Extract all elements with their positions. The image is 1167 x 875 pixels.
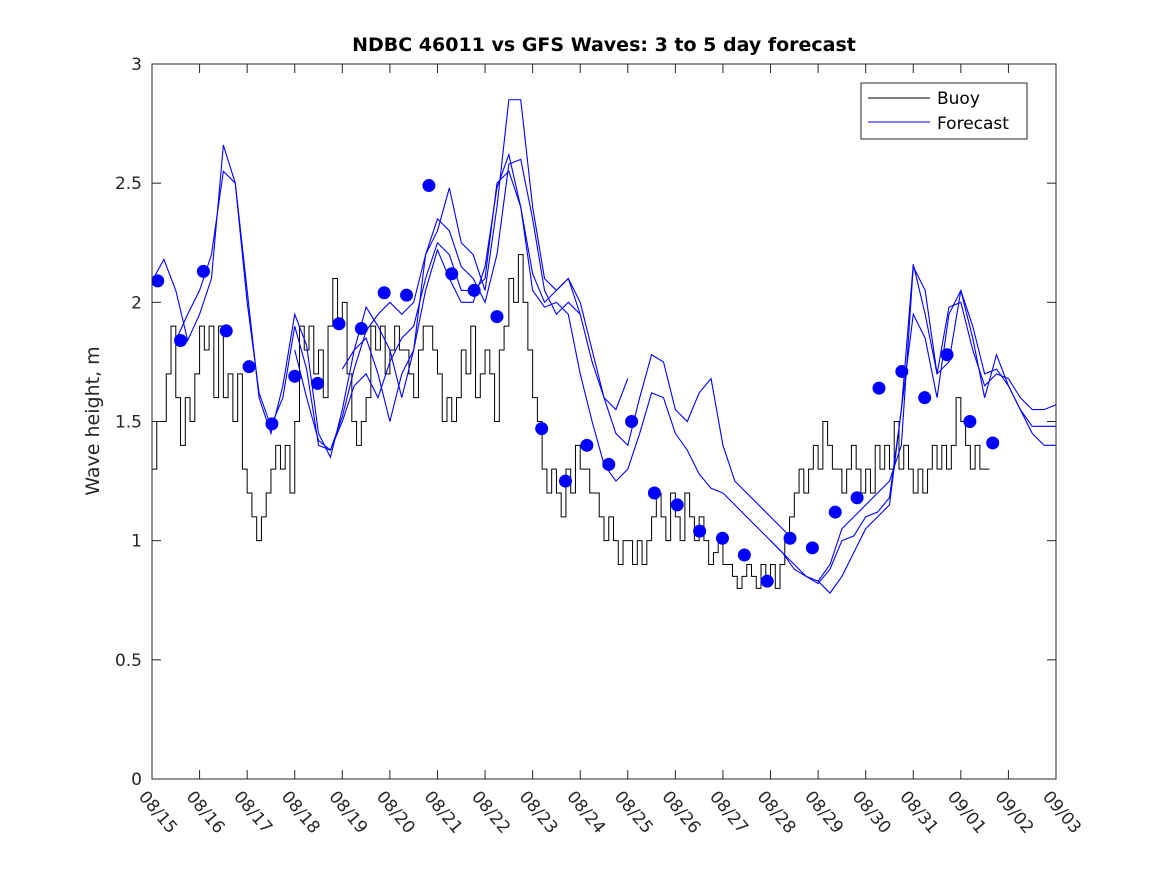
y-tick-label: 2 (131, 293, 142, 313)
legend-box (860, 82, 1028, 140)
forecast-line-1 (152, 99, 581, 459)
y-tick-label: 0.5 (115, 651, 142, 671)
forecast-marker (805, 541, 819, 555)
forecast-marker (760, 574, 774, 588)
forecast-marker (219, 324, 233, 338)
forecast-marker (828, 505, 842, 519)
forecast-marker (693, 524, 707, 538)
forecast-marker (963, 415, 977, 428)
forecast-marker (490, 310, 504, 324)
forecast-marker (535, 422, 549, 436)
forecast-line-2 (175, 158, 629, 451)
forecast-marker (174, 333, 188, 347)
forecast-marker (196, 264, 210, 278)
data-layer (152, 99, 1056, 594)
legend: Buoy Forecast (860, 82, 1028, 140)
forecast-marker (467, 283, 481, 297)
forecast-marker (354, 322, 368, 336)
forecast-marker (265, 417, 279, 431)
forecast-line-7 (817, 288, 1056, 594)
forecast-marker (986, 436, 1000, 450)
forecast-marker (918, 391, 932, 405)
y-axis-label: Wave height, m (82, 346, 104, 495)
forecast-marker (647, 486, 661, 500)
forecast-marker (895, 364, 909, 378)
buoy-line (152, 254, 990, 589)
forecast-marker (288, 369, 302, 383)
forecast-marker (670, 498, 684, 512)
y-tick-label: 1.5 (115, 413, 142, 433)
forecast-line-4 (341, 152, 795, 542)
forecast-marker (602, 457, 616, 471)
chart-title: NDBC 46011 vs GFS Waves: 3 to 5 day fore… (352, 34, 856, 56)
forecast-marker (580, 438, 594, 452)
y-tick-label: 0 (131, 770, 142, 790)
forecast-marker (422, 179, 436, 193)
forecast-marker (872, 381, 886, 395)
forecast-marker (400, 288, 414, 302)
forecast-marker (737, 548, 751, 562)
legend-forecast-label: Forecast (937, 114, 1009, 134)
forecast-line-3 (294, 170, 724, 494)
forecast-marker (625, 415, 639, 428)
forecast-marker (715, 531, 729, 545)
forecast-marker (311, 376, 325, 390)
plot-area (152, 64, 1056, 779)
legend-buoy-label: Buoy (937, 89, 980, 109)
forecast-marker (850, 491, 864, 505)
forecast-line-6 (770, 264, 1056, 585)
y-tick-label: 3 (131, 55, 142, 75)
forecast-marker (445, 267, 459, 281)
y-tick-label: 2.5 (115, 174, 142, 194)
forecast-marker (783, 531, 797, 545)
forecast-marker (377, 286, 391, 300)
forecast-marker (558, 474, 572, 488)
forecast-marker (332, 317, 346, 331)
forecast-marker (242, 360, 256, 374)
forecast-marker (152, 274, 165, 288)
forecast-marker (940, 348, 954, 362)
y-tick-label: 1 (131, 532, 142, 552)
